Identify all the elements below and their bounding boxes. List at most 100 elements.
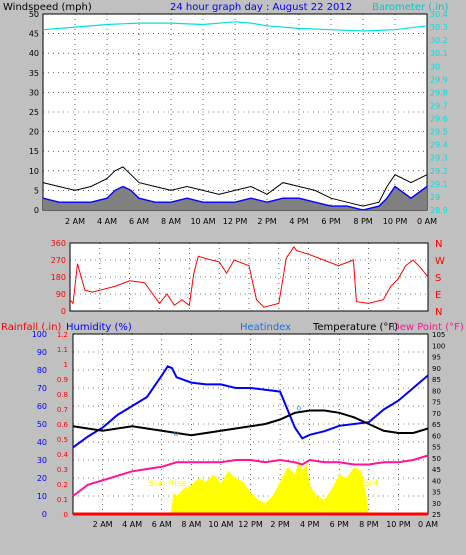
barometer-y-tick: 30.1 xyxy=(430,49,448,58)
wind-y-tick: 0 xyxy=(34,206,39,215)
barometer-y-tick: 29.7 xyxy=(430,101,448,110)
barometer-line xyxy=(42,21,428,32)
heatindex-label: Heatindex xyxy=(240,322,291,333)
rainfall-y-tick: 0.8 xyxy=(57,391,68,399)
wind-x-tick: 8 PM xyxy=(353,217,372,226)
rainfall-y-tick: 0 xyxy=(64,511,68,519)
bottom-x-tick: 12 PM xyxy=(238,520,263,529)
sunrise-annotation: Sun Rise xyxy=(148,479,187,489)
wind-x-tick: 6 PM xyxy=(321,217,340,226)
wind-y-tick: 25 xyxy=(29,108,39,117)
wind-x-tick: 2 AM xyxy=(65,217,85,226)
barometer-y-tick: 30.4 xyxy=(430,10,448,19)
barometer-y-tick: 30 xyxy=(430,62,440,71)
barometer-y-tick: 29.5 xyxy=(430,128,448,137)
direction-compass-tick: W xyxy=(435,256,445,267)
temperature-y-tick: 80 xyxy=(432,387,441,395)
temperature-y-tick: 50 xyxy=(432,455,441,463)
humidity-y-tick: 20 xyxy=(37,474,47,483)
wind-x-tick: 4 AM xyxy=(97,217,117,226)
direction-compass-tick: S xyxy=(435,273,441,284)
bottom-x-tick: 4 AM xyxy=(122,520,142,529)
bottom-x-tick: 4 PM xyxy=(300,520,319,529)
humidity-y-tick: 0 xyxy=(42,510,47,519)
barometer-y-tick: 30.2 xyxy=(430,36,448,45)
temperature-y-tick: 25 xyxy=(432,511,441,519)
humidity-line xyxy=(72,365,429,449)
wind-y-tick: 40 xyxy=(29,49,39,58)
wind-x-tick: 2 PM xyxy=(257,217,276,226)
dewpoint-label: Dew Point (°F) xyxy=(392,322,464,333)
wind-x-tick: 4 PM xyxy=(289,217,308,226)
wind-x-tick: 8 AM xyxy=(161,217,181,226)
temperature-y-tick: 55 xyxy=(432,444,441,452)
temperature-y-tick: 90 xyxy=(432,365,441,373)
bottom-x-tick: 6 AM xyxy=(152,520,172,529)
temperature-label: Temperature (°F) xyxy=(312,322,398,333)
wind-average-fill xyxy=(43,186,427,210)
direction-compass-tick: N xyxy=(435,307,442,318)
wind-direction-line xyxy=(69,245,429,308)
temperature-line xyxy=(72,409,429,437)
wind-y-tick: 15 xyxy=(29,147,39,156)
heatindex-marker: o xyxy=(174,429,179,438)
rainfall-y-tick: 0.1 xyxy=(57,496,68,504)
bottom-x-tick: 0 AM xyxy=(418,520,438,529)
windspeed-label: Windspeed (mph) xyxy=(3,2,92,13)
rainfall-y-tick: 0.5 xyxy=(57,436,68,444)
barometer-y-tick: 29.4 xyxy=(430,141,448,150)
rainfall-y-tick: 0.4 xyxy=(57,451,69,459)
wind-y-tick: 5 xyxy=(34,186,39,195)
bottom-x-tick: 10 PM xyxy=(386,520,411,529)
bottom-x-tick: 8 PM xyxy=(359,520,378,529)
direction-compass-tick: N xyxy=(435,239,442,250)
direction-compass-tick: E xyxy=(435,290,441,301)
barometer-y-tick: 29.2 xyxy=(430,167,448,176)
rainfall-y-tick: 1.1 xyxy=(57,346,68,354)
rainfall-y-tick: 0.6 xyxy=(57,421,69,429)
graph-title: 24 hour graph day : August 22 2012 xyxy=(170,2,352,13)
wind-gust-line xyxy=(42,166,428,207)
barometer-y-tick: 28.9 xyxy=(430,206,448,215)
wind-plot-area xyxy=(42,13,428,211)
temperature-y-tick: 35 xyxy=(432,489,441,497)
barometer-y-tick: 29.6 xyxy=(430,115,448,124)
rainfall-y-tick: 0.3 xyxy=(57,466,68,474)
temperature-y-tick: 30 xyxy=(432,500,441,508)
wind-x-tick: 0 AM xyxy=(417,217,437,226)
rainfall-y-tick: 1.2 xyxy=(57,331,68,339)
temperature-y-tick: 105 xyxy=(432,331,445,339)
temperature-y-tick: 45 xyxy=(432,466,441,474)
temperature-y-tick: 85 xyxy=(432,376,441,384)
rainfall-label: Rainfall (.in) xyxy=(1,322,62,333)
barometer-y-tick: 29.3 xyxy=(430,154,448,163)
wind-y-tick: 50 xyxy=(29,10,39,19)
dewpoint-line xyxy=(72,454,429,497)
bottom-x-tick: 10 AM xyxy=(208,520,233,529)
direction-y-tick: 270 xyxy=(51,256,66,265)
temperature-y-tick: 60 xyxy=(432,432,441,440)
temperature-y-tick: 65 xyxy=(432,421,441,429)
humidity-y-tick: 30 xyxy=(37,456,47,465)
wind-average-line xyxy=(42,185,428,211)
sunset-annotation: Set xyxy=(364,479,379,489)
wind-y-tick: 45 xyxy=(29,30,39,39)
rainfall-y-tick: 1 xyxy=(64,361,68,369)
barometer-y-tick: 30.3 xyxy=(430,23,448,32)
wind-x-tick: 10 AM xyxy=(190,217,215,226)
humidity-y-tick: 10 xyxy=(37,492,47,501)
bottom-x-tick: 8 AM xyxy=(181,520,201,529)
humidity-y-tick: 40 xyxy=(37,438,47,447)
humidity-y-tick: 80 xyxy=(37,366,47,375)
bottom-x-tick: 2 PM xyxy=(270,520,289,529)
rainfall-y-tick: 0.7 xyxy=(57,406,68,414)
barometer-y-tick: 29.8 xyxy=(430,88,448,97)
temperature-y-tick: 75 xyxy=(432,399,441,407)
temperature-y-tick: 100 xyxy=(432,342,445,350)
temperature-y-tick: 40 xyxy=(432,477,441,485)
direction-y-tick: 360 xyxy=(51,239,66,248)
bottom-x-tick: 2 AM xyxy=(93,520,113,529)
bottom-x-tick: 6 PM xyxy=(330,520,349,529)
